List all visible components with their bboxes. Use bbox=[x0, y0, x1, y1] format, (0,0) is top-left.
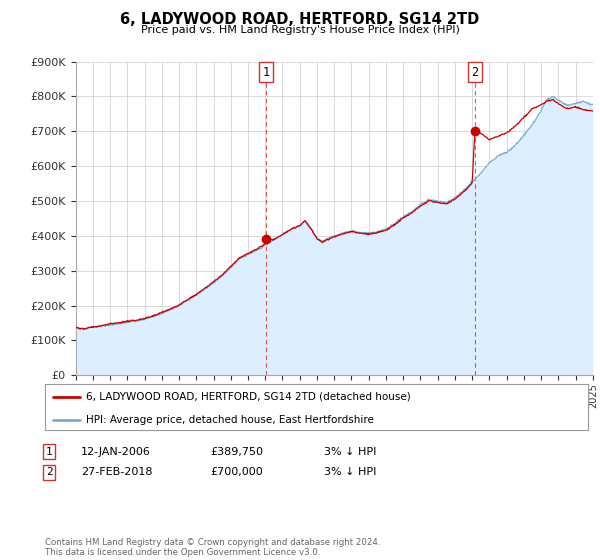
Text: 12-JAN-2006: 12-JAN-2006 bbox=[81, 447, 151, 457]
Text: 3% ↓ HPI: 3% ↓ HPI bbox=[324, 467, 376, 477]
Text: Price paid vs. HM Land Registry's House Price Index (HPI): Price paid vs. HM Land Registry's House … bbox=[140, 25, 460, 35]
Text: £700,000: £700,000 bbox=[210, 467, 263, 477]
Text: £389,750: £389,750 bbox=[210, 447, 263, 457]
Text: 3% ↓ HPI: 3% ↓ HPI bbox=[324, 447, 376, 457]
Text: 27-FEB-2018: 27-FEB-2018 bbox=[81, 467, 152, 477]
Text: 6, LADYWOOD ROAD, HERTFORD, SG14 2TD (detached house): 6, LADYWOOD ROAD, HERTFORD, SG14 2TD (de… bbox=[86, 391, 410, 402]
Text: 1: 1 bbox=[262, 66, 269, 78]
Text: 2: 2 bbox=[46, 467, 53, 477]
Text: HPI: Average price, detached house, East Hertfordshire: HPI: Average price, detached house, East… bbox=[86, 415, 374, 425]
Text: 6, LADYWOOD ROAD, HERTFORD, SG14 2TD: 6, LADYWOOD ROAD, HERTFORD, SG14 2TD bbox=[121, 12, 479, 27]
Text: Contains HM Land Registry data © Crown copyright and database right 2024.
This d: Contains HM Land Registry data © Crown c… bbox=[45, 538, 380, 557]
Text: 2: 2 bbox=[472, 66, 478, 78]
Text: 1: 1 bbox=[46, 447, 53, 457]
